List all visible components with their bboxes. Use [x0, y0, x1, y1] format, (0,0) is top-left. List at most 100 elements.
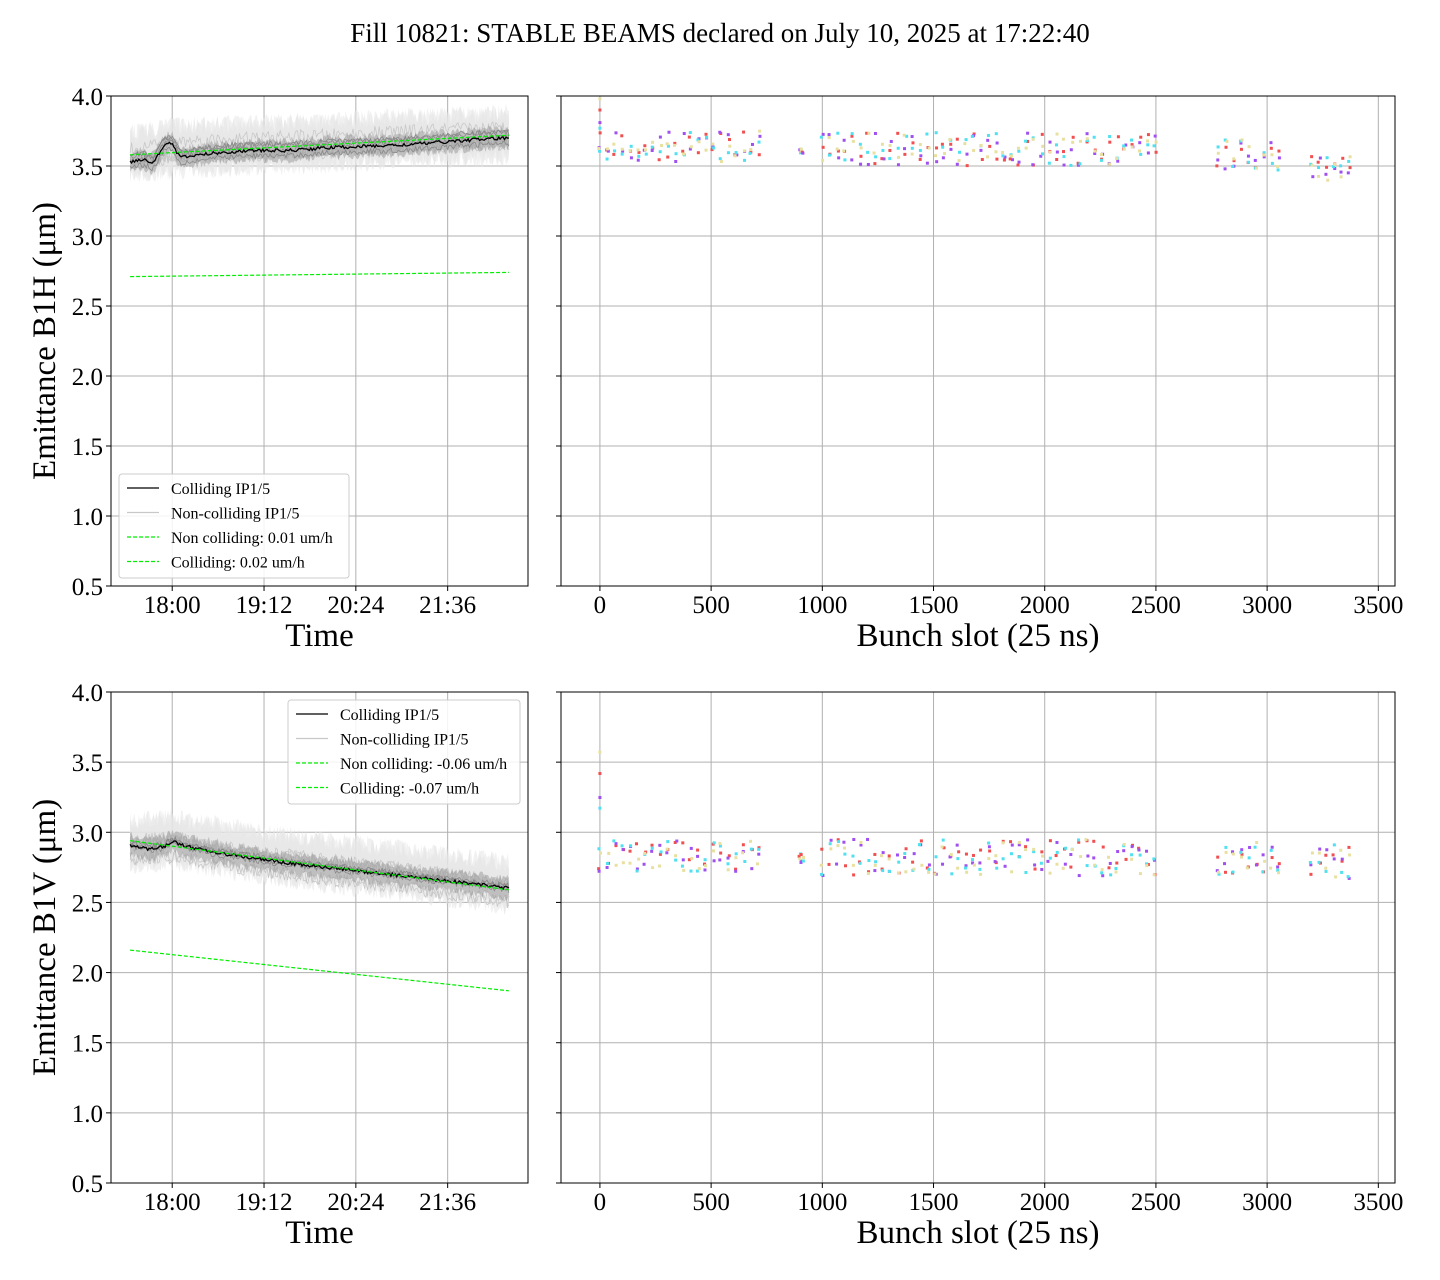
bunch-point — [1276, 865, 1280, 869]
bunch-point — [820, 847, 824, 851]
bunch-point — [598, 97, 602, 101]
bunch-point — [943, 151, 947, 155]
bunch-point — [1346, 171, 1350, 175]
bunch-point — [696, 138, 700, 142]
bunch-point — [696, 854, 700, 858]
bunch-point — [1077, 840, 1081, 844]
bunch-point — [749, 148, 753, 152]
x-axis-label: Time — [285, 618, 353, 654]
x-axis-label: Time — [285, 1215, 353, 1251]
bunch-point — [1332, 857, 1336, 861]
bunch-point — [941, 156, 945, 160]
bunch-point — [614, 844, 618, 848]
bunch-point — [695, 869, 699, 873]
bunch-point — [964, 864, 968, 868]
bunch-point — [1092, 856, 1096, 860]
bunch-point — [1254, 863, 1258, 867]
bunch-point — [851, 139, 855, 143]
bunch-point — [925, 132, 929, 136]
bunch-point — [964, 138, 968, 142]
bunch-point — [965, 152, 969, 156]
bunch-point — [1224, 845, 1228, 849]
fit-line-colliding — [130, 134, 509, 156]
bunch-points — [597, 750, 1352, 880]
bunch-point — [612, 839, 616, 843]
bunch-point — [1114, 870, 1118, 874]
bunch-point — [703, 862, 707, 866]
bunch-point — [642, 862, 646, 866]
bunch-point — [1024, 845, 1028, 849]
bunch-point — [711, 142, 715, 146]
bunch-point — [851, 863, 855, 867]
x-tick-label: 18:00 — [144, 1189, 201, 1216]
bunch-point — [1024, 848, 1028, 852]
bunch-point — [1145, 862, 1149, 866]
y-tick-label: 2.0 — [72, 364, 103, 391]
bunch-point — [667, 130, 671, 134]
bunch-point — [728, 138, 732, 142]
bunch-point — [1255, 841, 1259, 845]
bunch-point — [980, 157, 984, 161]
bunch-point — [1018, 855, 1022, 859]
bunch-point — [1239, 141, 1243, 145]
x-tick-label: 20:24 — [327, 1189, 384, 1216]
bunch-point — [880, 142, 884, 146]
bunch-point — [1084, 838, 1088, 842]
x-tick-label: 500 — [692, 592, 730, 619]
colliding-bunch-trace — [129, 836, 510, 890]
bunch-point — [643, 851, 647, 855]
bunch-point — [1262, 155, 1266, 159]
bunch-point — [1130, 143, 1134, 147]
bunch-point — [1086, 854, 1090, 858]
bunch-point — [1340, 857, 1344, 861]
bunch-point — [1310, 851, 1314, 855]
bunch-point — [674, 159, 678, 163]
x-tick-label: 21:36 — [419, 1189, 476, 1216]
bunch-point — [1107, 855, 1111, 859]
bunch-point — [836, 838, 840, 842]
bunch-point — [734, 151, 738, 155]
bunch-point — [1003, 155, 1007, 159]
bunch-point — [1092, 839, 1096, 843]
bunch-point — [704, 148, 708, 152]
bunch-point — [949, 853, 953, 857]
bunch-point — [673, 143, 677, 147]
bunch-point — [859, 154, 863, 158]
y-tick-label: 3.0 — [72, 820, 103, 847]
bunch-point — [1232, 157, 1236, 161]
bunch-point — [827, 862, 831, 866]
x-axis-label: Bunch slot (25 ns) — [857, 1215, 1100, 1251]
bunch-point — [673, 840, 677, 844]
bunch-point — [650, 148, 654, 152]
bunch-point — [896, 146, 900, 150]
bunch-point — [628, 861, 632, 865]
bunch-point — [988, 144, 992, 148]
bunch-point — [971, 853, 975, 857]
bunch-point — [1079, 855, 1083, 859]
bunch-point — [660, 144, 664, 148]
bunch-point — [912, 867, 916, 871]
bunch-point — [1347, 159, 1351, 163]
bunch-point — [867, 859, 871, 863]
bunch-point — [1062, 163, 1066, 167]
bunch-point — [628, 849, 632, 853]
bunch-point — [734, 869, 738, 873]
bunch-point — [1146, 133, 1150, 137]
bunch-point — [859, 146, 863, 150]
bunch-point — [835, 862, 839, 866]
bunch-point — [927, 867, 931, 871]
bunch-point — [1277, 156, 1281, 160]
axes-frame — [110, 95, 529, 587]
bunch-point — [1139, 135, 1143, 139]
bunch-point — [674, 152, 678, 156]
bunch-point — [987, 857, 991, 861]
bunch-point — [1024, 871, 1028, 875]
bunch-point — [1108, 140, 1112, 144]
bunch-point — [986, 138, 990, 142]
bunch-point — [1040, 132, 1044, 136]
bunch-point — [1223, 862, 1227, 866]
panel-b1h-bunch: 0 500 1000 1500 2000 2500 3000 3500 Bunch slot (… — [556, 95, 1403, 654]
bunch-point — [750, 867, 754, 871]
bunch-point — [1215, 869, 1219, 873]
bunch-point — [1130, 857, 1134, 861]
